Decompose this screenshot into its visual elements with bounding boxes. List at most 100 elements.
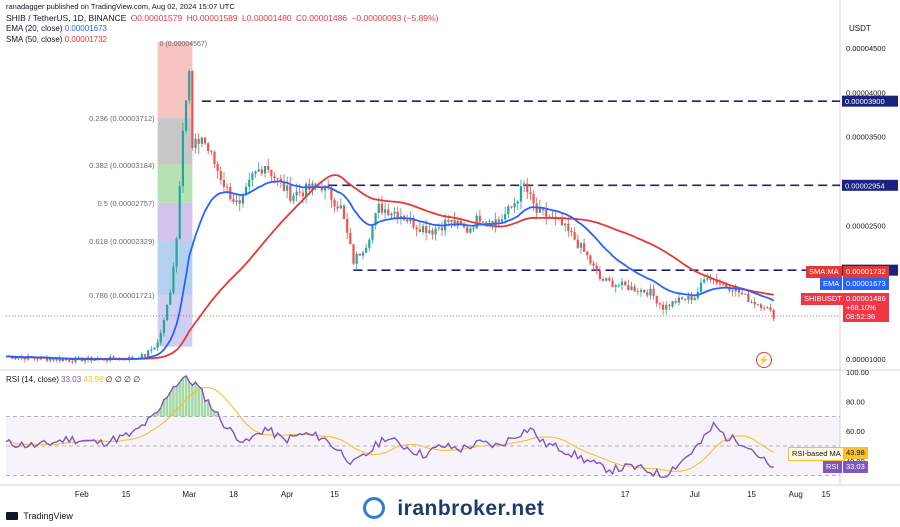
candle-body — [513, 203, 516, 208]
candle-body — [191, 71, 194, 148]
candle-body — [684, 299, 687, 300]
candle-body — [434, 228, 437, 235]
rsi-ma-line — [5, 386, 774, 473]
candle-body — [769, 307, 772, 310]
candle-body — [267, 165, 270, 170]
candle-body — [576, 239, 579, 248]
ema-line — [6, 180, 775, 361]
candle-body — [753, 301, 756, 305]
candle-body — [346, 218, 349, 233]
time-tick-5: 15 — [330, 490, 339, 499]
currency-label[interactable]: USDT — [849, 24, 871, 33]
ema-legend-label: EMA (20, close) — [6, 24, 63, 33]
candle-body — [658, 303, 662, 305]
candle-body — [339, 205, 342, 209]
candle-body — [598, 271, 602, 280]
fibonacci-retracement: 0.236 (0.00003712) 0.382 (0.00003184) 0.5 … — [89, 41, 207, 347]
candle-body — [630, 286, 633, 290]
candle-body — [298, 191, 301, 193]
candle-body — [646, 292, 649, 296]
candle-body — [510, 206, 513, 208]
candle-body — [440, 227, 444, 231]
candle-body — [213, 151, 216, 165]
candle-body — [522, 183, 526, 187]
candle-body — [614, 285, 617, 288]
candle-body — [601, 279, 605, 281]
candle-body — [184, 100, 188, 131]
candle-body — [393, 211, 396, 214]
ema-legend[interactable]: EMA (20, close) 0.00001673 — [6, 24, 107, 33]
candle-body — [731, 290, 734, 292]
rsi-legend[interactable]: RSI (14, close) 33.03 43.98 ∅ ∅ ∅ ∅ — [6, 375, 140, 384]
candle-body — [680, 297, 684, 300]
candle-body — [671, 301, 674, 307]
candle-body — [166, 304, 169, 321]
candle-body — [14, 358, 17, 359]
candle-body — [368, 239, 371, 248]
candle-body — [270, 169, 273, 177]
candle-body — [759, 304, 763, 308]
candle-body — [437, 227, 440, 229]
sma-legend[interactable]: SMA (50, close) 0.00001732 — [6, 35, 107, 44]
candle-body — [500, 219, 504, 222]
candle-body — [756, 304, 759, 306]
candle-body — [475, 215, 478, 229]
candle-body — [241, 194, 245, 204]
time-tick-3: 18 — [229, 490, 238, 499]
candle-body — [36, 358, 39, 360]
candle-body — [709, 278, 712, 280]
candle-body — [153, 347, 156, 350]
candle-body — [112, 356, 115, 359]
rsi-tick-1: 80.00 — [846, 398, 865, 407]
footer-brand[interactable]: TradingView — [6, 511, 73, 521]
watermark-logo-icon — [363, 497, 385, 519]
tradingview-logo-icon — [6, 512, 18, 520]
candle-body — [529, 192, 532, 194]
price-tick-1: 0.00004000 — [846, 88, 886, 97]
time-tick-9: Aug — [789, 490, 803, 499]
candle-body — [750, 301, 753, 303]
candle-body — [636, 291, 639, 293]
candle-body — [453, 220, 456, 227]
candle-body — [469, 228, 472, 233]
candle-body — [64, 359, 68, 361]
candle-body — [532, 193, 535, 204]
candle-body — [447, 220, 450, 222]
candle-body — [210, 150, 213, 152]
candle-body — [652, 288, 655, 297]
ohlc-low: L0.00001480 — [242, 13, 292, 23]
level-tag-label-1: 0.00002954 — [845, 181, 885, 190]
fib-band-1 — [157, 117, 193, 165]
candle-body — [194, 138, 197, 148]
ema-legend-value: 0.00001673 — [64, 24, 107, 33]
symbol-title[interactable]: SHIB / TetherUS, 1D, BINANCE — [6, 13, 127, 23]
candle-body — [412, 217, 415, 228]
price-tick-4: 0.00001000 — [846, 355, 886, 364]
candle-body — [766, 307, 769, 309]
candle-body — [734, 288, 737, 292]
candle-body — [450, 220, 453, 222]
grid — [0, 0, 900, 486]
candle-body — [579, 243, 583, 248]
candle-body — [181, 130, 185, 187]
candle-body — [693, 298, 696, 301]
ohlc-high: H0.00001589 — [186, 13, 238, 23]
candle-body — [178, 186, 181, 239]
level-tag-label-0: 0.00003900 — [845, 97, 885, 106]
ohlc-change: −0.00000093 (−5.89%) — [351, 13, 439, 23]
candle-body — [485, 221, 488, 223]
candle-body — [333, 199, 336, 207]
candle-body — [235, 200, 238, 202]
candle-body — [342, 205, 346, 219]
watermark-text: iranbroker.net — [397, 497, 545, 520]
candle-body — [140, 354, 143, 359]
candle-body — [380, 203, 384, 213]
replay-icon[interactable]: ⚡ — [756, 352, 772, 368]
candle-body — [431, 230, 434, 235]
candle-body — [238, 200, 241, 204]
candle-body — [466, 227, 469, 233]
candle-body — [352, 244, 355, 264]
candle-body — [320, 186, 324, 191]
candle-body — [418, 229, 421, 233]
candle-body — [706, 278, 709, 280]
